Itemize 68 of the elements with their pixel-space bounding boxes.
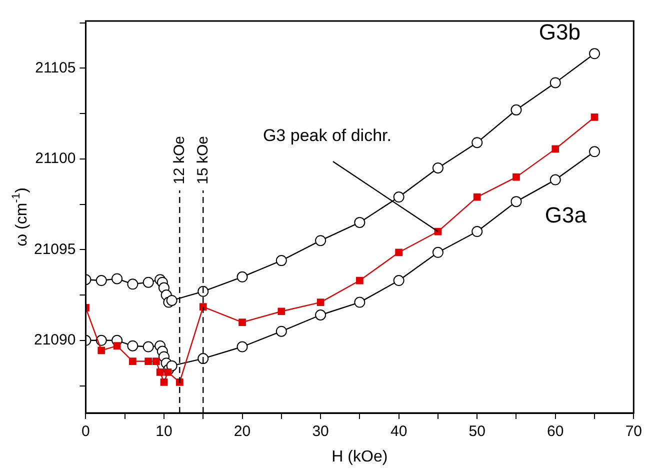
point [589,48,600,60]
ref-line-label: 12 kOe [170,136,188,184]
point [432,246,444,258]
point [198,353,209,364]
point [472,137,483,148]
y-tick-label: 21100 [35,150,76,168]
point [166,294,178,306]
x-tick-label: 30 [312,423,329,440]
series-label: G3a [544,202,588,228]
point [315,235,326,246]
x-tick-label: 60 [547,423,564,440]
point [142,276,154,288]
point [393,275,404,286]
point [472,226,483,238]
point [393,192,404,203]
point [354,216,366,228]
y-tick-label: 21090 [34,332,76,349]
point [276,255,287,266]
point [510,104,522,116]
point [354,296,366,308]
point [432,162,444,174]
point [315,310,326,320]
point [127,340,138,352]
point [112,273,123,284]
y-tick-label: 21105 [35,59,76,76]
y-axis-title: ω (cm-1) [10,188,30,246]
x-axis-title: H (kOe) [332,448,388,466]
point [473,193,481,201]
point [552,145,560,153]
point [550,77,561,88]
annotation: G3 peak of dichr. [262,126,392,146]
point [113,342,121,350]
point [144,358,152,365]
point [199,303,207,311]
point [198,286,209,297]
point [589,146,600,158]
x-tick-label: 10 [156,423,172,440]
point [236,341,248,352]
point [176,378,184,386]
point [395,248,403,256]
point [164,368,172,376]
x-tick-label: 20 [234,423,251,440]
point [142,341,154,352]
point [96,275,107,286]
point [512,173,520,181]
point [356,276,364,284]
point [166,360,178,372]
point [236,271,248,282]
point [160,378,168,386]
point [590,114,598,121]
ref-line-label: 15 kOe [194,136,212,184]
point [127,278,138,290]
series-label: G3b [538,20,581,45]
x-tick-label: 50 [468,423,486,440]
x-tick-label: 0 [82,423,90,440]
point [316,298,324,306]
point [128,358,136,365]
point [278,308,286,316]
x-tick-label: 40 [390,423,408,440]
point [152,358,160,365]
point [238,318,246,326]
point [510,196,522,208]
point [550,174,561,186]
point [98,346,106,354]
x-tick-label: 70 [625,423,642,440]
y-tick-label: 21095 [34,240,76,258]
point [276,326,287,337]
point [156,368,164,376]
